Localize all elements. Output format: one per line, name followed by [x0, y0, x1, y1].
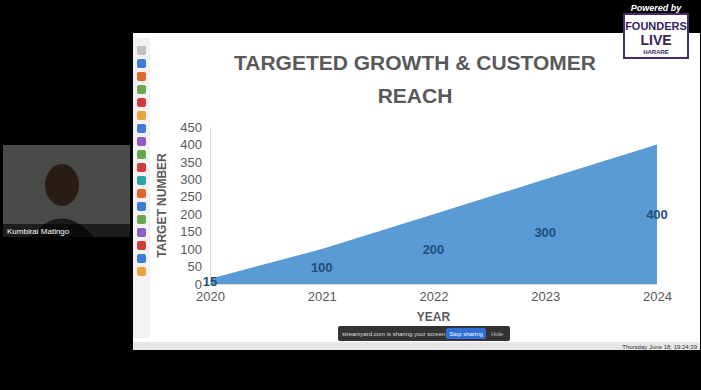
toolbar — [133, 38, 150, 338]
slide — [133, 33, 700, 350]
share-text: streamyard.com is sharing your screen. — [342, 331, 447, 337]
y-tick: 100 — [180, 242, 210, 257]
y-tick: 250 — [180, 189, 210, 204]
x-tick: 2021 — [308, 284, 337, 304]
share-bar — [338, 326, 510, 341]
stage: Kumbirai Matingo Powered by FOUNDERSLIVEHA… — [0, 0, 701, 390]
toolbar-icon[interactable] — [137, 85, 146, 94]
powered-by: Powered by — [631, 3, 683, 13]
y-tick: 300 — [180, 172, 210, 187]
toolbar-icon[interactable] — [137, 202, 146, 211]
logo-text: FOUNDERS — [625, 20, 687, 32]
y-tick: 400 — [180, 137, 210, 152]
toolbar-icon[interactable] — [137, 72, 146, 81]
stop-label[interactable]: Stop sharing — [449, 331, 483, 337]
data-label: 300 — [534, 225, 556, 240]
y-tick-label: 300 — [180, 172, 202, 187]
y-tick: 450 — [180, 120, 210, 135]
y-tick: 150 — [180, 224, 210, 239]
toolbar-icon[interactable] — [137, 176, 146, 185]
toolbar-icon[interactable] — [137, 124, 146, 133]
data-label: 400 — [646, 207, 668, 222]
x-tick-label: 2020 — [196, 289, 225, 304]
y-tick: 50 — [188, 259, 210, 274]
toolbar-icon[interactable] — [137, 98, 146, 107]
speaker-video: Kumbirai Matingo — [3, 145, 130, 237]
screen: Kumbirai Matingo Powered by FOUNDERSLIVEHA… — [0, 0, 701, 390]
chart-title: TARGETED GROWTH & CUSTOMERREACH — [234, 51, 596, 107]
x-tick-label: 2024 — [643, 289, 672, 304]
y-tick-label: 200 — [180, 207, 202, 222]
toolbar-bg — [133, 38, 150, 338]
video-frame — [3, 145, 130, 237]
toolbar-icon[interactable] — [137, 137, 146, 146]
plot-area — [210, 144, 657, 284]
hide-label[interactable]: Hide — [491, 331, 504, 337]
x-axis-line — [211, 284, 658, 285]
toolbar-icon[interactable] — [137, 254, 146, 263]
y-tick-label: 400 — [180, 137, 202, 152]
logo-text: LIVE — [640, 32, 671, 48]
y-tick-label: 100 — [180, 242, 202, 257]
toolbar-icon[interactable] — [137, 189, 146, 198]
data-label: 200 — [423, 242, 445, 257]
share-notice: streamyard.com is sharing your screen.St… — [338, 326, 510, 341]
y-axis: 050100150200250300350400450 — [180, 120, 210, 292]
toolbar-icon[interactable] — [137, 267, 146, 276]
name-bar — [3, 224, 130, 237]
y-tick-label: 150 — [180, 224, 202, 239]
y-tick: 200 — [180, 207, 210, 222]
y-tick-label: 50 — [188, 259, 202, 274]
y-tick: 350 — [180, 155, 210, 170]
y-axis-title: TARGET NUMBER — [155, 153, 169, 258]
x-tick: 2024 — [643, 284, 672, 304]
toolbar-icon[interactable] — [137, 241, 146, 250]
clock: Thursday June 18, 19:24:39 — [622, 344, 697, 350]
x-tick: 2023 — [531, 284, 560, 304]
x-tick-label: 2022 — [420, 289, 449, 304]
x-axis-title: YEAR — [417, 310, 451, 324]
toolbar-icon[interactable] — [137, 215, 146, 224]
toolbar-icon[interactable] — [137, 228, 146, 237]
toolbar-icon[interactable] — [137, 150, 146, 159]
logo-box — [624, 14, 688, 58]
y-tick-label: 250 — [180, 189, 202, 204]
toolbar-icon[interactable] — [137, 46, 146, 55]
data-label: 15 — [203, 274, 217, 289]
logo: Powered by FOUNDERSLIVEHARARE — [624, 3, 688, 58]
logo-text: HARARE — [643, 49, 669, 55]
speaker-head — [45, 164, 79, 206]
y-axis-line — [210, 128, 211, 285]
y-tick-label: 450 — [180, 120, 202, 135]
toolbar-icon[interactable] — [137, 59, 146, 68]
speaker-name: Kumbirai Matingo — [7, 227, 70, 236]
background — [0, 0, 701, 390]
toolbar-icon[interactable] — [137, 111, 146, 120]
taskbar — [133, 342, 700, 350]
data-labels: 15 100 200 300 400 — [203, 207, 668, 289]
area — [210, 144, 657, 284]
data-label: 100 — [311, 260, 333, 275]
x-tick: 2022 — [420, 284, 449, 304]
x-tick-label: 2023 — [531, 289, 560, 304]
x-tick-label: 2021 — [308, 289, 337, 304]
toolbar-icon[interactable] — [137, 163, 146, 172]
y-tick-label: 350 — [180, 155, 202, 170]
x-axis: 2020 2021 2022 2023 2024 — [196, 284, 672, 304]
stop-button[interactable] — [446, 328, 486, 339]
